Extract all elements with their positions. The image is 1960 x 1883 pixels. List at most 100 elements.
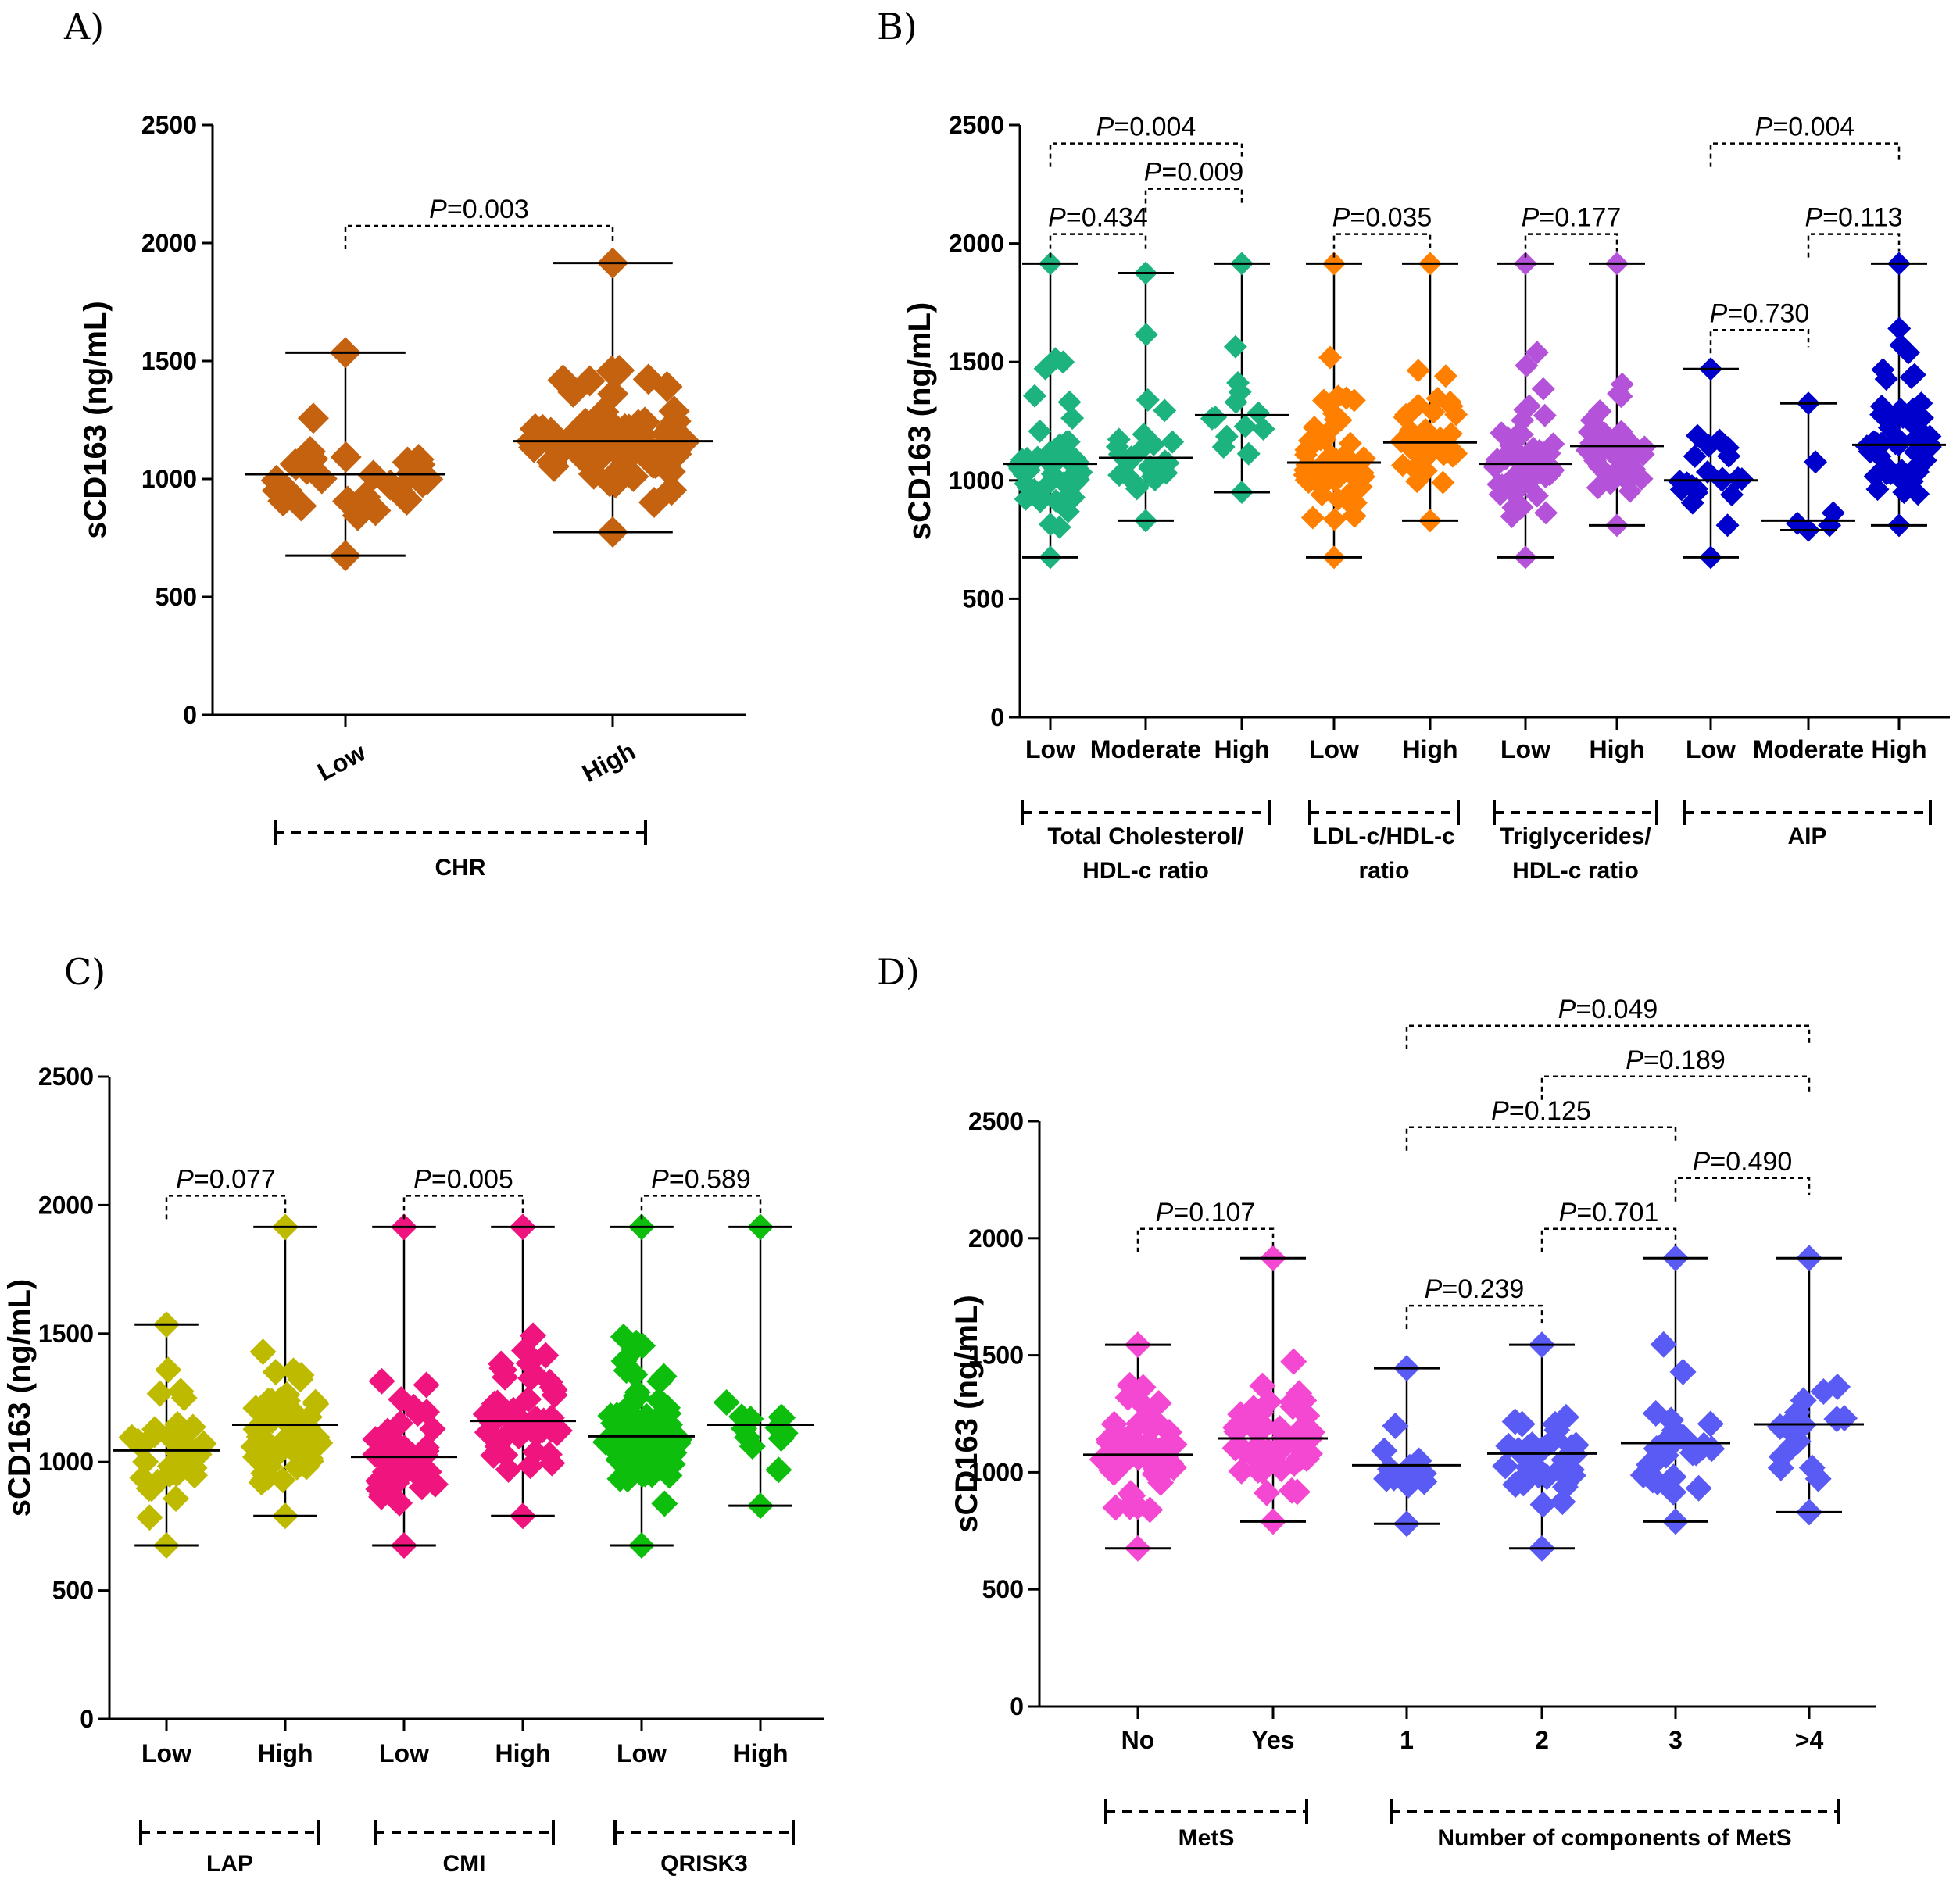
data-point [588,402,620,434]
significance-bracket [1807,233,1901,258]
p-value-label: P=0.730 [1710,298,1810,328]
data-point [1909,391,1933,416]
data-point [1804,450,1828,474]
panel-b-chart: 0 500 1000 1500 2000 2500 sCD163 (ng/mL) Low Mod… [903,111,1950,884]
data-point [1038,513,1062,537]
data-point [1058,466,1082,490]
data-point [1347,460,1372,484]
data-point [656,1462,683,1489]
x-tick-label: High [732,1739,788,1767]
data-point [172,1419,199,1446]
data-point [517,1364,545,1392]
p-value-label: P=0.434 [1048,203,1148,233]
data-point [1432,442,1456,466]
data-point [1255,1388,1282,1416]
data-point [1790,1387,1817,1414]
y-tick-label: 2000 [38,1191,94,1219]
data-point [1669,1358,1697,1385]
data-point [1888,428,1912,452]
data-point [618,1401,646,1428]
data-point [565,440,597,472]
panel-letter-b: B) [877,5,917,48]
significance-bracket [1709,142,1901,167]
data-point [1499,433,1523,457]
data-point [1618,479,1642,503]
y-axis-label: sCD163 (ng/mL) [2,1279,37,1517]
data-point [574,365,606,397]
data-point [1138,454,1162,478]
x-tick-label: Low [141,1739,191,1767]
group-label: Triglycerides/ [1500,824,1651,849]
data-point [1283,1478,1311,1506]
data-point [1492,1452,1519,1480]
panel-letter-c: C) [64,951,106,993]
significance-bracket [1405,1304,1543,1330]
data-point [1142,1407,1169,1435]
data-point [288,1362,315,1389]
y-tick-label: 1500 [968,1342,1024,1370]
x-tick-label: 3 [1669,1726,1683,1754]
y-tick-label: 1000 [38,1448,94,1476]
data-point [155,1356,182,1384]
data-point [368,1367,395,1395]
x-tick-label: Low [1309,735,1359,763]
data-point [614,1466,642,1493]
data-point [1044,488,1068,513]
p-value-label: P=0.009 [1144,158,1244,188]
x-tick-label: Low [617,1739,667,1767]
data-point [1294,443,1318,467]
data-point [1107,463,1132,488]
p-value-label: P=0.035 [1332,203,1432,233]
data-point [1382,1412,1409,1439]
significance-bracket [1049,142,1243,167]
panel-a-chart: 0 500 1000 1500 2000 2500 sCD163 (ng/mL) Low Hig… [78,111,746,881]
significance-bracket [344,224,614,249]
data-point [1697,1410,1724,1438]
data-point [480,1442,507,1469]
data-point [1096,1452,1124,1480]
x-tick-label: Low [1025,735,1075,763]
data-point [381,1428,408,1456]
data-point [536,446,568,478]
y-tick-label: 1500 [949,348,1004,376]
data-point [1508,1410,1536,1438]
data-point [1214,424,1239,448]
data-point [284,1402,312,1430]
p-value-label: P=0.077 [176,1164,276,1194]
data-point [1161,430,1185,454]
x-tick-label: Moderate [1090,735,1201,763]
data-point [638,487,671,519]
data-point [399,1456,426,1484]
data-point [1534,501,1558,525]
p-value-label: P=0.113 [1804,203,1902,233]
significance-bracket [402,1195,524,1220]
p-value-label: P=0.701 [1559,1198,1659,1227]
data-point [655,1400,682,1427]
data-point [1342,388,1366,413]
panel-letter-a: A) [63,5,104,48]
data-point [1228,1457,1255,1485]
data-point [1522,436,1546,460]
significance-bracket [1405,1126,1677,1151]
y-tick-label: 1000 [141,465,197,493]
data-point [1314,448,1338,473]
y-axis-label: sCD163 (ng/mL) [950,1295,984,1533]
significance-bracket [1136,1227,1275,1252]
x-tick-label: High [1871,735,1926,763]
data-point [1720,483,1744,507]
significance-bracket [1709,329,1810,354]
data-point [492,1363,519,1391]
data-point [650,1363,678,1390]
data-point [1428,426,1452,450]
data-point [1326,487,1350,511]
data-point [601,457,633,489]
y-tick-label: 500 [982,1575,1024,1603]
x-tick-label: High [1402,735,1457,763]
data-point [1508,450,1533,474]
data-point [1588,399,1612,423]
significance-bracket [1540,1227,1677,1252]
data-point [1715,513,1740,538]
data-point [601,1428,628,1456]
data-point [1153,398,1177,423]
p-value-label: P=0.189 [1626,1045,1726,1075]
